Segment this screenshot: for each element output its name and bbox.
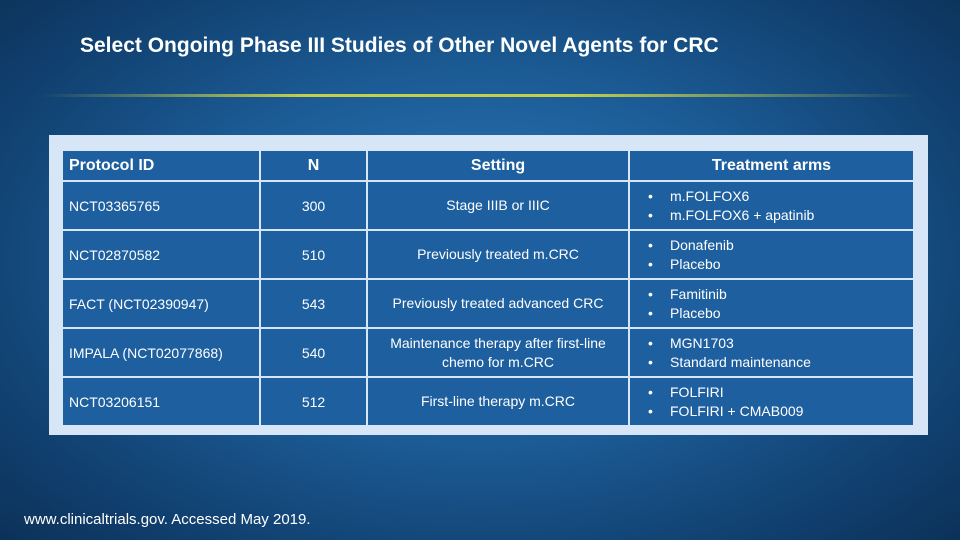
treatment-arm: Placebo bbox=[648, 304, 913, 323]
table-row: NCT03365765 300 Stage IIIB or IIIC m.FOL… bbox=[63, 182, 913, 229]
table-row: NCT02870582 510 Previously treated m.CRC… bbox=[63, 231, 913, 278]
treatment-arms-cell: Famitinib Placebo bbox=[630, 280, 913, 327]
protocol-id-cell: FACT (NCT02390947) bbox=[63, 280, 259, 327]
protocol-id-cell: NCT02870582 bbox=[63, 231, 259, 278]
setting-cell: First-line therapy m.CRC bbox=[368, 378, 628, 425]
table-row: IMPALA (NCT02077868) 540 Maintenance the… bbox=[63, 329, 913, 376]
table-header-row: Protocol ID N Setting Treatment arms bbox=[63, 151, 913, 180]
treatment-arm: FOLFIRI + CMAB009 bbox=[648, 402, 913, 421]
treatment-arms-cell: m.FOLFOX6 m.FOLFOX6 + apatinib bbox=[630, 182, 913, 229]
treatment-arms-cell: MGN1703 Standard maintenance bbox=[630, 329, 913, 376]
setting-cell: Maintenance therapy after first-line che… bbox=[368, 329, 628, 376]
header-treatment-arms: Treatment arms bbox=[630, 151, 913, 180]
treatment-arms-list: MGN1703 Standard maintenance bbox=[630, 334, 913, 372]
n-cell: 540 bbox=[261, 329, 366, 376]
slide-title: Select Ongoing Phase III Studies of Othe… bbox=[80, 34, 719, 57]
header-setting: Setting bbox=[368, 151, 628, 180]
treatment-arms-cell: Donafenib Placebo bbox=[630, 231, 913, 278]
treatment-arms-list: FOLFIRI FOLFIRI + CMAB009 bbox=[630, 383, 913, 421]
n-cell: 512 bbox=[261, 378, 366, 425]
n-cell: 300 bbox=[261, 182, 366, 229]
table-row: NCT03206151 512 First-line therapy m.CRC… bbox=[63, 378, 913, 425]
treatment-arm: Standard maintenance bbox=[648, 353, 913, 372]
header-protocol-id: Protocol ID bbox=[63, 151, 259, 180]
treatment-arm: MGN1703 bbox=[648, 334, 913, 353]
protocol-id-cell: IMPALA (NCT02077868) bbox=[63, 329, 259, 376]
treatment-arm: Donafenib bbox=[648, 236, 913, 255]
n-cell: 510 bbox=[261, 231, 366, 278]
setting-cell: Previously treated advanced CRC bbox=[368, 280, 628, 327]
protocol-id-cell: NCT03206151 bbox=[63, 378, 259, 425]
source-footnote: www.clinicaltrials.gov. Accessed May 201… bbox=[24, 511, 311, 528]
setting-cell: Previously treated m.CRC bbox=[368, 231, 628, 278]
treatment-arm: m.FOLFOX6 + apatinib bbox=[648, 206, 913, 225]
protocol-id-cell: NCT03365765 bbox=[63, 182, 259, 229]
setting-cell: Stage IIIB or IIIC bbox=[368, 182, 628, 229]
n-cell: 543 bbox=[261, 280, 366, 327]
treatment-arm: m.FOLFOX6 bbox=[648, 187, 913, 206]
treatment-arms-list: m.FOLFOX6 m.FOLFOX6 + apatinib bbox=[630, 187, 913, 225]
treatment-arms-cell: FOLFIRI FOLFIRI + CMAB009 bbox=[630, 378, 913, 425]
treatment-arms-list: Donafenib Placebo bbox=[630, 236, 913, 274]
table-row: FACT (NCT02390947) 543 Previously treate… bbox=[63, 280, 913, 327]
header-n: N bbox=[261, 151, 366, 180]
title-divider bbox=[40, 94, 920, 97]
studies-table: Protocol ID N Setting Treatment arms NCT… bbox=[61, 149, 915, 427]
treatment-arm: FOLFIRI bbox=[648, 383, 913, 402]
treatment-arm: Placebo bbox=[648, 255, 913, 274]
treatment-arm: Famitinib bbox=[648, 285, 913, 304]
treatment-arms-list: Famitinib Placebo bbox=[630, 285, 913, 323]
